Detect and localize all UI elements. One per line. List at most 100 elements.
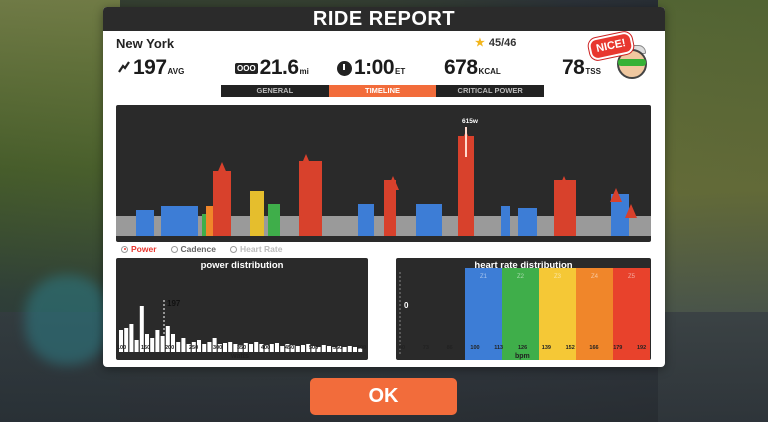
power-dist-tick: 450 (285, 345, 295, 351)
power-hist-bar (202, 344, 207, 352)
power-hist-bar (269, 344, 274, 352)
power-hist-bar (327, 346, 331, 352)
power-hist-bar (212, 338, 217, 352)
stats-row: 197 AVG OOO 21.6 mi 1:00 ET 678 KCAL 78 … (117, 56, 657, 82)
timeline-segment (501, 206, 510, 236)
power-timeline-chart: 615w (116, 105, 651, 242)
hr-zone-bar (539, 268, 576, 360)
timeline-segment (458, 136, 474, 236)
power-hist-bar (176, 342, 181, 352)
hr-dist-tick: 179 (613, 345, 623, 351)
time-unit: ET (395, 67, 406, 76)
legend-power[interactable]: Power (121, 244, 157, 254)
stat-power: 197 AVG (117, 56, 184, 80)
timeline-spike (625, 204, 637, 218)
report-tabs: GENERAL TIMELINE CRITICAL POWER (221, 85, 545, 97)
power-hist-bar (295, 346, 300, 352)
timeline-svg: 615w (116, 118, 651, 236)
hr-zone-label: Z1 (480, 274, 488, 280)
hr-zone-bar (502, 268, 539, 360)
star-icon: ★ (475, 37, 485, 49)
stat-tss: 78 TSS (562, 56, 601, 80)
tab-timeline[interactable]: TIMELINE (328, 85, 437, 97)
power-unit: AVG (167, 67, 185, 76)
timeline-spike (558, 176, 570, 190)
time-value: 1:00 (354, 56, 395, 79)
power-hist-bar (119, 330, 123, 352)
tab-critical-power[interactable]: CRITICAL POWER (436, 85, 545, 97)
legend-cadence-label: Cadence (180, 244, 216, 254)
power-dist-xlabel: watts (231, 353, 249, 360)
timeline-segment (161, 206, 198, 236)
ok-button[interactable]: OK (310, 378, 457, 415)
power-hist-bar (321, 345, 326, 352)
lightning-icon (117, 60, 131, 77)
power-hist-bar (243, 343, 248, 352)
power-value: 197 (133, 56, 167, 79)
power-hist-bar (171, 334, 175, 352)
timeline-spike (387, 176, 399, 190)
cadence-radio-icon (170, 245, 178, 253)
power-dist-svg: 197 (119, 299, 363, 352)
timeline-segment (250, 191, 264, 236)
avg-power-label: 197 (167, 299, 181, 308)
legend-heart-rate[interactable]: Heart Rate (229, 244, 282, 254)
timeline-segment (299, 161, 322, 236)
odometer-icon: OOO (235, 62, 258, 74)
power-hist-bar (228, 342, 233, 352)
power-dist-tick: 250 (189, 345, 199, 351)
power-hist-bar (290, 345, 295, 352)
power-hist-bar (207, 342, 212, 352)
power-hist-bar (134, 340, 139, 352)
power-hist-bar (129, 324, 134, 352)
calories-value: 678 (444, 56, 478, 79)
power-dist-tick: 400 (261, 345, 271, 351)
power-hist-bar (311, 346, 316, 352)
timeline-peak-label: 615w (462, 118, 479, 125)
stat-distance: OOO 21.6 mi (235, 56, 309, 80)
legend-cadence[interactable]: Cadence (170, 244, 216, 254)
power-hist-bar (165, 326, 170, 352)
power-hist-bar (191, 342, 196, 352)
timeline-segment (554, 180, 576, 236)
timeline-segment (358, 204, 374, 236)
power-hist-bar (197, 340, 201, 352)
power-hist-bar (238, 345, 243, 352)
power-hist-bar (259, 344, 264, 352)
power-hist-bar (160, 336, 165, 352)
clock-icon (337, 60, 352, 76)
hr-dist-tick: 126 (518, 345, 528, 351)
panel-title: RIDE REPORT (103, 7, 665, 31)
power-hist-bar (233, 344, 238, 352)
power-hist-bar (332, 347, 337, 352)
hr-dist-xlabel: bpm (515, 353, 530, 360)
hr-zone-bar (576, 268, 613, 360)
power-dist-tick: 200 (165, 345, 175, 351)
power-hist-bar (181, 338, 186, 352)
hr-zone-bar (465, 268, 502, 360)
power-hist-bar (275, 343, 279, 352)
timeline-segment (611, 194, 629, 236)
tss-value: 78 (562, 56, 585, 79)
hr-zone-label: Z4 (591, 274, 599, 280)
power-dist-tick: 350 (237, 345, 247, 351)
power-hist-bar (306, 344, 311, 352)
tab-general[interactable]: GENERAL (221, 85, 329, 97)
hr-dist-tick: 100 (470, 345, 480, 351)
power-distribution-chart: power distribution 197 (116, 258, 368, 360)
hr-dist-tick: 86 (446, 345, 453, 351)
hr-distribution-chart: heart rate distribution Z1 Z2 Z3 Z4 Z5 0 (396, 258, 651, 360)
power-dist-tick: 600 (357, 345, 367, 351)
tss-unit: TSS (585, 67, 601, 76)
distance-unit: mi (299, 67, 309, 76)
power-hist-bar (280, 346, 285, 352)
hr-dist-tick: 60 (399, 345, 406, 351)
power-hist-bar (285, 344, 290, 352)
power-hist-bar (145, 334, 149, 352)
background-cyclist (25, 275, 110, 365)
power-hist-bar (337, 346, 342, 352)
timeline-segment (206, 206, 213, 236)
heart-rate-radio-icon (229, 245, 237, 253)
timeline-segment (384, 180, 396, 236)
timeline-segment (268, 204, 280, 236)
